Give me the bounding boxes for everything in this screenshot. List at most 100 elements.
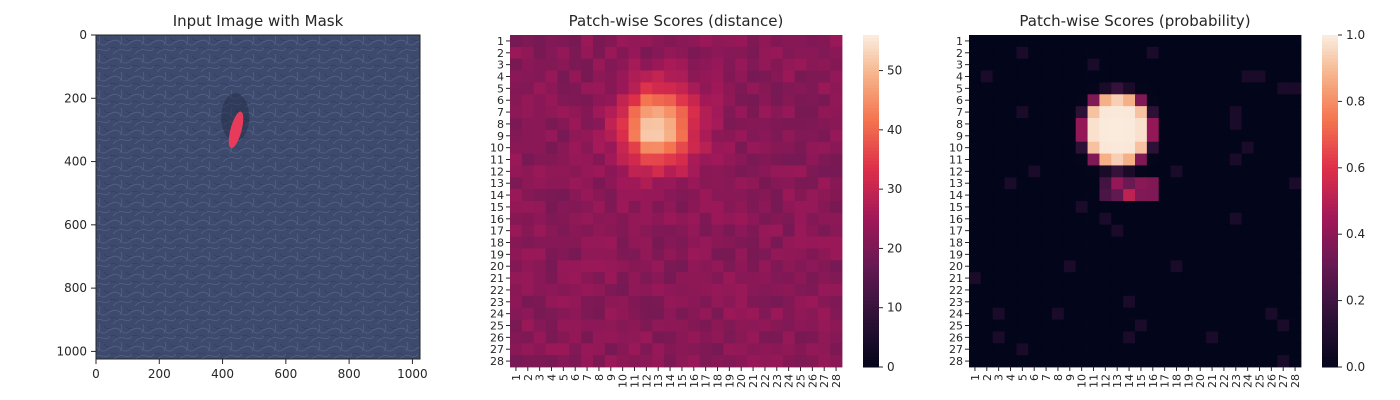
heatmap-cell <box>1075 272 1088 285</box>
heatmap-cell <box>604 141 618 154</box>
heatmap-cell <box>699 343 712 356</box>
heatmap-cell <box>1253 177 1266 190</box>
heatmap-cell <box>581 319 594 332</box>
heatmap-cell <box>628 343 641 356</box>
y-tick-label: 3 <box>497 59 504 72</box>
heatmap-cell <box>794 236 807 249</box>
y-tick-label: 26 <box>490 331 504 344</box>
heatmap-cell <box>1040 260 1053 273</box>
heatmap-cell <box>830 295 843 309</box>
heatmap-cell <box>759 46 772 60</box>
heatmap-cell <box>699 153 712 166</box>
heatmap-cell <box>1146 260 1160 273</box>
heatmap-cell <box>1099 141 1112 154</box>
heatmap-cell <box>1099 58 1112 71</box>
heatmap-cell <box>770 70 784 83</box>
colorbar-segment <box>1322 340 1338 345</box>
colorbar-segment <box>863 267 879 272</box>
heatmap-cell <box>1289 355 1302 368</box>
heatmap-cell <box>533 319 546 332</box>
heatmap-cell <box>1229 331 1243 344</box>
heatmap-cell <box>1158 58 1171 71</box>
x-tick-label: 16 <box>1147 374 1160 388</box>
heatmap-cell <box>794 46 807 60</box>
heatmap-cell <box>545 319 558 332</box>
heatmap-cell <box>533 153 546 166</box>
heatmap-cell <box>1194 35 1207 48</box>
heatmap-cell <box>1052 35 1065 48</box>
heatmap-cell <box>1170 307 1183 320</box>
colorbar-segment <box>1322 161 1338 165</box>
heatmap-cell <box>1040 224 1053 237</box>
heatmap-cell <box>1028 153 1041 166</box>
heatmap-cell <box>581 343 594 356</box>
colorbar-segment <box>1322 58 1338 63</box>
heatmap-cell <box>1265 248 1278 261</box>
x-tick-label: 2 <box>522 374 535 381</box>
heatmap-cell <box>616 82 629 95</box>
heatmap-cell <box>581 284 594 297</box>
heatmap-cell <box>711 343 724 356</box>
heatmap-cell <box>711 355 724 368</box>
heatmap-cell <box>616 141 629 154</box>
heatmap-cell <box>664 212 677 226</box>
colorbar-segment <box>1322 88 1338 92</box>
heatmap-cell <box>664 355 677 368</box>
heatmap-cell <box>1289 70 1302 83</box>
x-tick-label: 9 <box>605 374 618 381</box>
heatmap-cell <box>747 236 760 249</box>
heatmap-cell <box>533 272 546 285</box>
heatmap-cell <box>664 82 677 95</box>
heatmap-cell <box>782 260 795 273</box>
y-tick-label: 4 <box>497 71 504 84</box>
heatmap-cell <box>711 331 724 344</box>
heatmap-cell <box>1040 307 1053 320</box>
heatmap-cell <box>1063 129 1077 143</box>
heatmap-cell <box>581 295 594 309</box>
colorbar-segment <box>1322 194 1338 199</box>
heatmap-cell <box>818 82 831 95</box>
heatmap-cell <box>569 224 582 237</box>
heatmap-cell <box>770 260 784 273</box>
heatmap-cell <box>593 248 606 261</box>
heatmap-cell <box>545 46 558 60</box>
heatmap-cell <box>1028 46 1041 60</box>
heatmap-cell <box>747 70 760 83</box>
colorbar-segment <box>1322 257 1338 262</box>
heatmap-cell <box>1063 177 1077 190</box>
heatmap-cell <box>545 141 558 154</box>
colorbar-segment <box>863 293 879 298</box>
heatmap-cell <box>759 35 772 48</box>
colorbar-segment <box>1322 201 1338 205</box>
heatmap-cell <box>980 118 994 131</box>
heatmap-cell <box>830 272 843 285</box>
y-tick-label: 12 <box>949 165 963 178</box>
heatmap-cell <box>652 224 665 237</box>
heatmap-cell <box>1241 355 1254 368</box>
heatmap-cell <box>1158 35 1171 48</box>
heatmap-cell <box>794 212 807 226</box>
heatmap-cell <box>1265 153 1278 166</box>
heatmap-cell <box>1218 141 1231 154</box>
heatmap-cell <box>533 189 546 202</box>
heatmap-cell <box>676 70 689 83</box>
y-tick-label: 26 <box>949 331 963 344</box>
heatmap-cell <box>1241 153 1254 166</box>
colorbar-segment <box>863 114 879 119</box>
heatmap-cell <box>1135 153 1148 166</box>
heatmap-cell <box>980 153 994 166</box>
heatmap-cell <box>1265 331 1278 344</box>
colorbar-segment <box>1322 98 1338 102</box>
heatmap-cell <box>687 307 701 320</box>
heatmap-cell <box>1111 82 1124 95</box>
heatmap-cell <box>818 46 831 60</box>
heatmap-cell <box>1052 284 1065 297</box>
heatmap-cell <box>1040 236 1053 249</box>
heatmap-cell <box>1146 331 1160 344</box>
heatmap-cell <box>723 177 736 190</box>
colorbar-segment <box>863 284 879 288</box>
colorbar-segment <box>863 35 879 39</box>
heatmap-cell <box>1016 58 1029 71</box>
heatmap-cell <box>806 106 819 119</box>
